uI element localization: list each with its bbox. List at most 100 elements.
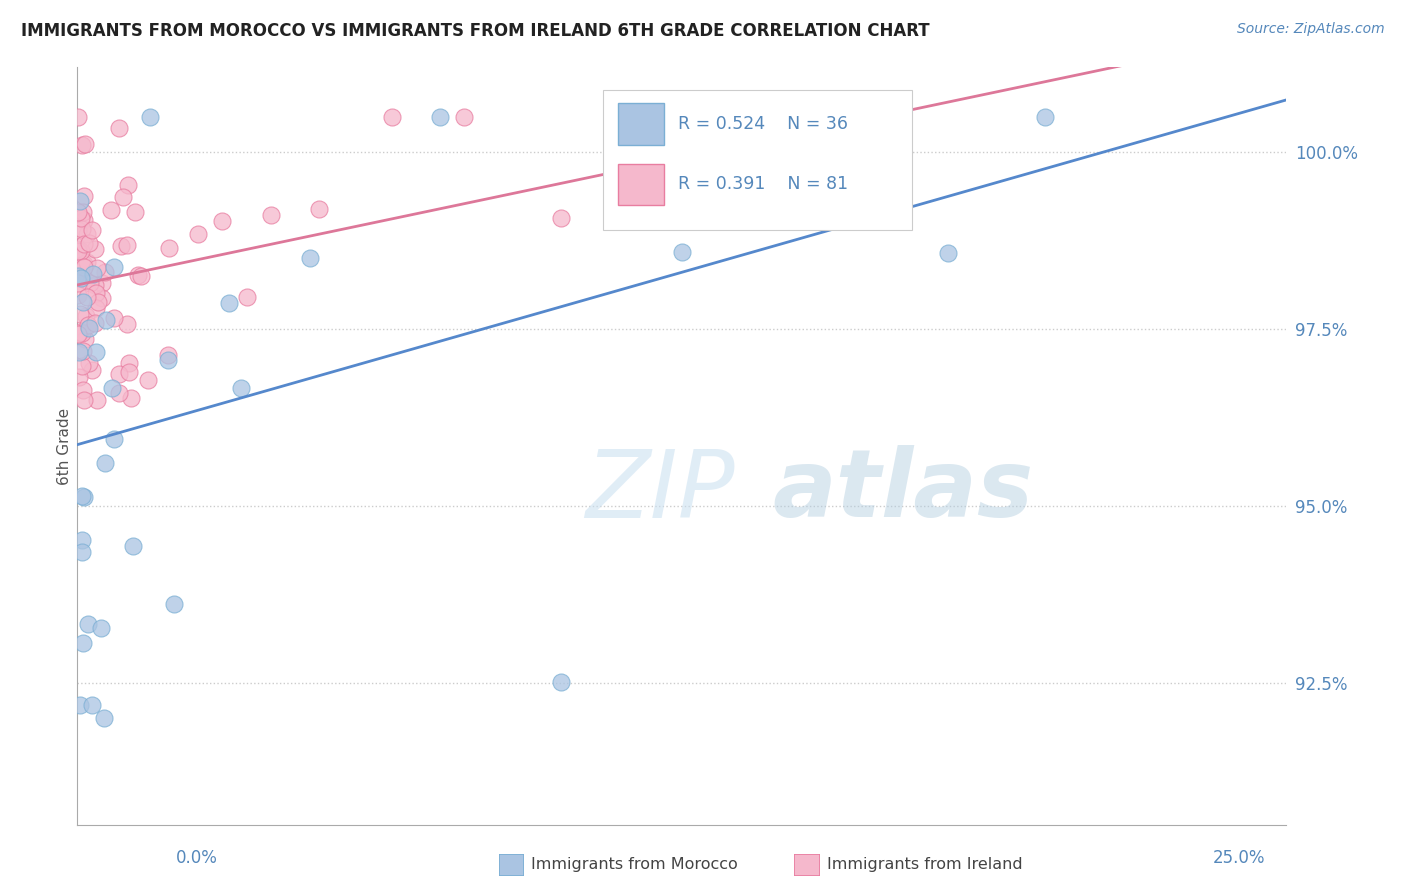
Text: Immigrants from Morocco: Immigrants from Morocco	[531, 857, 738, 871]
Point	[66, 110, 89, 124]
Point	[70, 244, 93, 259]
Point	[77, 318, 100, 333]
Point	[211, 214, 233, 228]
Point	[87, 294, 110, 309]
Text: atlas: atlas	[773, 445, 1033, 538]
Point	[84, 301, 107, 315]
Point	[671, 244, 693, 259]
Point	[1033, 110, 1056, 124]
Point	[127, 268, 149, 282]
Point	[83, 278, 105, 293]
Point	[381, 110, 404, 124]
Point	[69, 194, 91, 208]
Point	[93, 711, 115, 725]
Point	[111, 190, 134, 204]
Point	[73, 189, 96, 203]
Point	[157, 348, 180, 362]
Point	[76, 273, 98, 287]
Point	[72, 636, 94, 650]
Point	[73, 260, 96, 274]
Point	[936, 246, 959, 260]
Point	[218, 296, 240, 310]
Point	[77, 616, 100, 631]
Point	[66, 288, 89, 302]
Point	[67, 268, 90, 283]
Point	[70, 359, 93, 374]
Point	[70, 545, 93, 559]
Point	[70, 326, 93, 340]
Point	[76, 290, 98, 304]
Point	[124, 205, 146, 219]
Point	[75, 309, 97, 323]
Point	[453, 110, 475, 124]
Point	[136, 374, 159, 388]
Point	[76, 227, 98, 241]
Point	[157, 353, 180, 368]
Text: 25.0%: 25.0%	[1213, 849, 1265, 867]
Point	[79, 276, 101, 290]
Point	[84, 286, 107, 301]
Point	[72, 257, 94, 271]
Point	[86, 260, 108, 275]
Point	[72, 205, 94, 219]
Point	[115, 317, 138, 331]
Point	[79, 320, 101, 334]
Point	[93, 456, 115, 470]
Point	[108, 386, 131, 401]
Text: IMMIGRANTS FROM MOROCCO VS IMMIGRANTS FROM IRELAND 6TH GRADE CORRELATION CHART: IMMIGRANTS FROM MOROCCO VS IMMIGRANTS FR…	[21, 22, 929, 40]
Point	[96, 313, 118, 327]
Point	[69, 270, 91, 285]
Point	[187, 227, 209, 241]
Point	[67, 244, 90, 258]
Point	[70, 489, 93, 503]
Point	[67, 345, 90, 359]
Point	[103, 311, 125, 326]
Point	[73, 392, 96, 407]
Point	[90, 621, 112, 635]
Point	[121, 539, 143, 553]
Text: R = 0.524    N = 36: R = 0.524 N = 36	[678, 115, 848, 133]
Point	[69, 325, 91, 339]
Text: ZIP: ZIP	[585, 446, 735, 537]
Point	[108, 368, 131, 382]
Point	[67, 370, 90, 384]
Y-axis label: 6th Grade: 6th Grade	[56, 408, 72, 484]
Point	[72, 383, 94, 397]
Point	[75, 332, 97, 346]
Point	[84, 316, 107, 330]
Point	[86, 392, 108, 407]
Point	[77, 235, 100, 250]
Point	[229, 381, 252, 395]
Point	[308, 202, 330, 217]
Text: Immigrants from Ireland: Immigrants from Ireland	[827, 857, 1022, 871]
Point	[66, 276, 89, 290]
Point	[93, 265, 115, 279]
Point	[647, 110, 669, 124]
Point	[80, 698, 103, 712]
Text: R = 0.391    N = 81: R = 0.391 N = 81	[678, 176, 848, 194]
Point	[67, 223, 90, 237]
Point	[82, 363, 104, 377]
Point	[67, 205, 90, 219]
Point	[73, 490, 96, 504]
FancyBboxPatch shape	[603, 89, 911, 230]
Point	[429, 110, 451, 124]
Point	[90, 292, 112, 306]
Point	[260, 208, 283, 222]
Point	[110, 239, 132, 253]
Point	[550, 675, 572, 690]
Point	[744, 210, 766, 224]
Point	[298, 251, 321, 265]
Point	[108, 121, 131, 136]
Point	[67, 326, 90, 341]
Point	[70, 137, 93, 152]
Point	[792, 172, 814, 186]
Point	[139, 110, 162, 124]
Point	[66, 242, 89, 256]
Point	[117, 178, 139, 192]
Point	[550, 211, 572, 225]
Point	[72, 294, 94, 309]
FancyBboxPatch shape	[617, 163, 664, 205]
Point	[91, 276, 114, 290]
Point	[103, 260, 125, 274]
